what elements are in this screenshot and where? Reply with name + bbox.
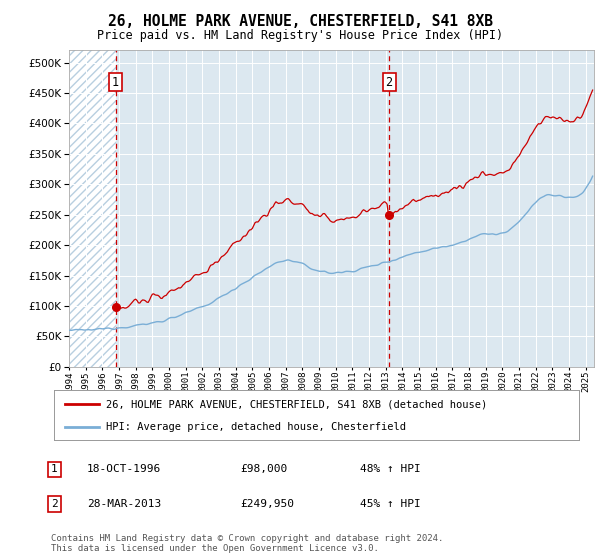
Text: £249,950: £249,950 [240, 499, 294, 509]
Text: 48% ↑ HPI: 48% ↑ HPI [360, 464, 421, 474]
Text: 2: 2 [51, 499, 58, 509]
Text: 2: 2 [386, 76, 392, 88]
Bar [116, 50, 594, 367]
Text: 26, HOLME PARK AVENUE, CHESTERFIELD, S41 8XB: 26, HOLME PARK AVENUE, CHESTERFIELD, S41… [107, 14, 493, 29]
Text: Contains HM Land Registry data © Crown copyright and database right 2024.
This d: Contains HM Land Registry data © Crown c… [51, 534, 443, 553]
Text: 18-OCT-1996: 18-OCT-1996 [87, 464, 161, 474]
Text: HPI: Average price, detached house, Chesterfield: HPI: Average price, detached house, Ches… [107, 422, 407, 432]
Text: 1: 1 [51, 464, 58, 474]
Text: 26, HOLME PARK AVENUE, CHESTERFIELD, S41 8XB (detached house): 26, HOLME PARK AVENUE, CHESTERFIELD, S41… [107, 399, 488, 409]
Text: Price paid vs. HM Land Registry's House Price Index (HPI): Price paid vs. HM Land Registry's House … [97, 29, 503, 42]
Text: 1: 1 [112, 76, 119, 88]
Text: 45% ↑ HPI: 45% ↑ HPI [360, 499, 421, 509]
Bar [69, 50, 116, 367]
Text: 28-MAR-2013: 28-MAR-2013 [87, 499, 161, 509]
Text: £98,000: £98,000 [240, 464, 287, 474]
